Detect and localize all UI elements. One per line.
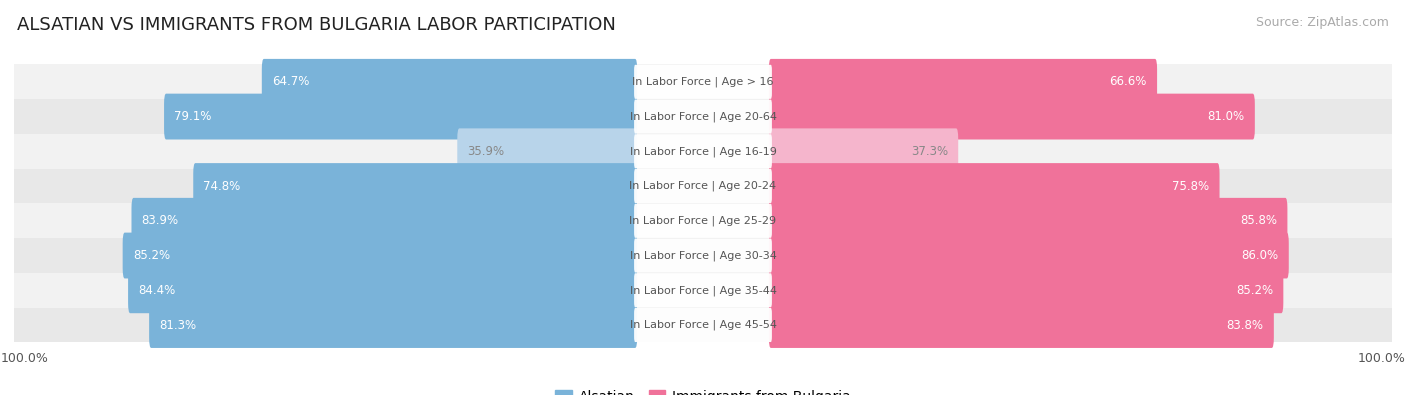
Text: 37.3%: 37.3% <box>911 145 948 158</box>
Text: 85.2%: 85.2% <box>1236 284 1274 297</box>
FancyBboxPatch shape <box>634 100 772 134</box>
FancyBboxPatch shape <box>634 308 772 342</box>
FancyBboxPatch shape <box>634 65 772 99</box>
FancyBboxPatch shape <box>769 59 1157 105</box>
Bar <box>11 169 1395 203</box>
Text: In Labor Force | Age > 16: In Labor Force | Age > 16 <box>633 77 773 87</box>
Text: 83.8%: 83.8% <box>1226 318 1264 331</box>
Text: 83.9%: 83.9% <box>142 214 179 227</box>
FancyBboxPatch shape <box>769 94 1254 139</box>
FancyBboxPatch shape <box>769 163 1219 209</box>
Bar <box>11 238 1395 273</box>
Text: 35.9%: 35.9% <box>467 145 505 158</box>
Text: 74.8%: 74.8% <box>204 180 240 192</box>
FancyBboxPatch shape <box>769 233 1289 278</box>
Text: In Labor Force | Age 20-64: In Labor Force | Age 20-64 <box>630 111 776 122</box>
Bar <box>11 99 1395 134</box>
Text: In Labor Force | Age 25-29: In Labor Force | Age 25-29 <box>630 216 776 226</box>
Legend: Alsatian, Immigrants from Bulgaria: Alsatian, Immigrants from Bulgaria <box>555 390 851 395</box>
Bar <box>11 134 1395 169</box>
FancyBboxPatch shape <box>262 59 637 105</box>
Text: 64.7%: 64.7% <box>271 75 309 88</box>
Text: Source: ZipAtlas.com: Source: ZipAtlas.com <box>1256 16 1389 29</box>
FancyBboxPatch shape <box>769 267 1284 313</box>
FancyBboxPatch shape <box>165 94 637 139</box>
Bar <box>11 273 1395 308</box>
Text: 85.2%: 85.2% <box>132 249 170 262</box>
Text: 75.8%: 75.8% <box>1173 180 1209 192</box>
FancyBboxPatch shape <box>128 267 637 313</box>
Text: 81.0%: 81.0% <box>1208 110 1244 123</box>
Text: In Labor Force | Age 35-44: In Labor Force | Age 35-44 <box>630 285 776 295</box>
Text: In Labor Force | Age 45-54: In Labor Force | Age 45-54 <box>630 320 776 330</box>
Text: ALSATIAN VS IMMIGRANTS FROM BULGARIA LABOR PARTICIPATION: ALSATIAN VS IMMIGRANTS FROM BULGARIA LAB… <box>17 16 616 34</box>
Text: 66.6%: 66.6% <box>1109 75 1147 88</box>
Text: In Labor Force | Age 16-19: In Labor Force | Age 16-19 <box>630 146 776 156</box>
FancyBboxPatch shape <box>634 204 772 238</box>
Text: 84.4%: 84.4% <box>138 284 176 297</box>
FancyBboxPatch shape <box>122 233 637 278</box>
Bar <box>11 203 1395 238</box>
Text: In Labor Force | Age 20-24: In Labor Force | Age 20-24 <box>630 181 776 191</box>
Text: 81.3%: 81.3% <box>159 318 197 331</box>
Text: In Labor Force | Age 30-34: In Labor Force | Age 30-34 <box>630 250 776 261</box>
Text: 79.1%: 79.1% <box>174 110 212 123</box>
FancyBboxPatch shape <box>457 128 637 174</box>
Text: 86.0%: 86.0% <box>1241 249 1278 262</box>
Text: 85.8%: 85.8% <box>1240 214 1277 227</box>
FancyBboxPatch shape <box>634 169 772 203</box>
FancyBboxPatch shape <box>634 239 772 273</box>
FancyBboxPatch shape <box>769 128 959 174</box>
Bar <box>11 64 1395 99</box>
Bar <box>11 308 1395 342</box>
FancyBboxPatch shape <box>769 198 1288 244</box>
FancyBboxPatch shape <box>634 134 772 168</box>
FancyBboxPatch shape <box>193 163 637 209</box>
FancyBboxPatch shape <box>132 198 637 244</box>
FancyBboxPatch shape <box>634 273 772 307</box>
FancyBboxPatch shape <box>769 302 1274 348</box>
FancyBboxPatch shape <box>149 302 637 348</box>
